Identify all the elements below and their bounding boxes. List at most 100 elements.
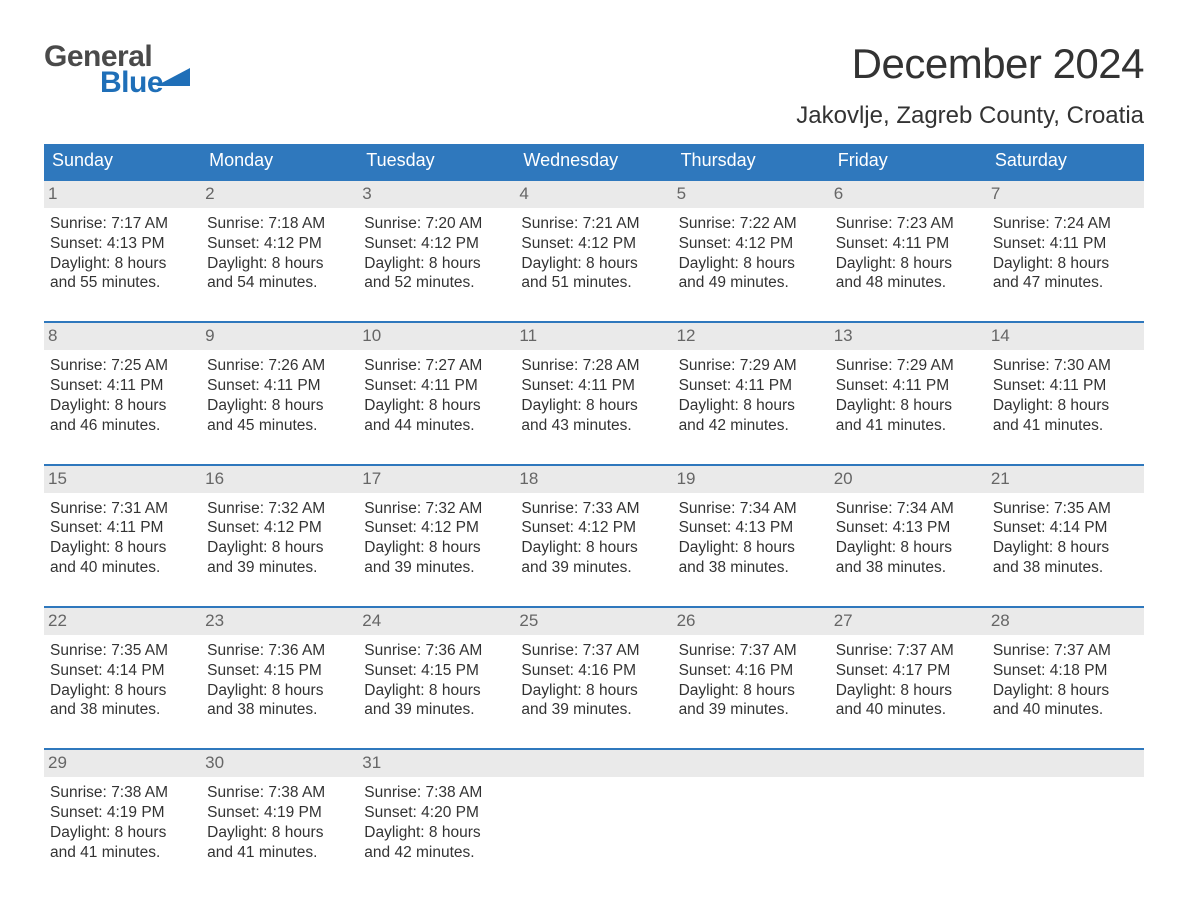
- day-cell: 22Sunrise: 7:35 AMSunset: 4:14 PMDayligh…: [44, 608, 201, 734]
- sunrise-label: Sunrise:: [836, 215, 893, 232]
- sunrise-line: Sunrise: 7:28 AM: [521, 356, 666, 376]
- sunrise-line: Sunrise: 7:17 AM: [50, 214, 195, 234]
- daylight-label: Daylight:: [207, 539, 267, 556]
- sunset-label: Sunset:: [207, 519, 260, 536]
- sunrise-label: Sunrise:: [207, 215, 264, 232]
- daylight-label: Daylight:: [836, 682, 896, 699]
- daylight-line: Daylight: 8 hours and 45 minutes.: [207, 396, 352, 436]
- dow-cell: Sunday: [44, 144, 201, 179]
- sunrise-line: Sunrise: 7:34 AM: [679, 499, 824, 519]
- sunrise-line: Sunrise: 7:29 AM: [679, 356, 824, 376]
- dow-cell: Friday: [830, 144, 987, 179]
- sunset-line: Sunset: 4:11 PM: [679, 376, 824, 396]
- sunrise-label: Sunrise:: [521, 500, 578, 517]
- sunrise-value: 7:35 AM: [1054, 500, 1111, 517]
- sunrise-line: Sunrise: 7:32 AM: [364, 499, 509, 519]
- sunrise-label: Sunrise:: [679, 642, 736, 659]
- sunset-value: 4:12 PM: [578, 519, 636, 536]
- daylight-line: Daylight: 8 hours and 44 minutes.: [364, 396, 509, 436]
- sunset-value: 4:11 PM: [1050, 377, 1107, 394]
- day-cell: 8Sunrise: 7:25 AMSunset: 4:11 PMDaylight…: [44, 323, 201, 449]
- day-cell: 31Sunrise: 7:38 AMSunset: 4:20 PMDayligh…: [358, 750, 515, 876]
- sunset-label: Sunset:: [521, 662, 574, 679]
- sunrise-line: Sunrise: 7:30 AM: [993, 356, 1138, 376]
- daylight-label: Daylight:: [207, 255, 267, 272]
- daylight-label: Daylight:: [521, 539, 581, 556]
- sunrise-label: Sunrise:: [993, 215, 1050, 232]
- sunrise-value: 7:38 AM: [111, 784, 168, 801]
- daylight-line: Daylight: 8 hours and 49 minutes.: [679, 254, 824, 294]
- sunset-value: 4:12 PM: [421, 519, 479, 536]
- sunset-label: Sunset:: [364, 662, 417, 679]
- header: General Blue December 2024 Jakovlje, Zag…: [44, 40, 1144, 130]
- daylight-line: Daylight: 8 hours and 42 minutes.: [364, 823, 509, 863]
- daylight-line: Daylight: 8 hours and 38 minutes.: [207, 681, 352, 721]
- sunrise-line: Sunrise: 7:37 AM: [836, 641, 981, 661]
- day-cell: 3Sunrise: 7:20 AMSunset: 4:12 PMDaylight…: [358, 181, 515, 307]
- sunrise-label: Sunrise:: [679, 500, 736, 517]
- sunrise-value: 7:24 AM: [1054, 215, 1111, 232]
- sunset-label: Sunset:: [993, 377, 1046, 394]
- day-of-week-header: SundayMondayTuesdayWednesdayThursdayFrid…: [44, 144, 1144, 179]
- sunset-line: Sunset: 4:15 PM: [364, 661, 509, 681]
- daylight-label: Daylight:: [364, 824, 424, 841]
- sunset-value: 4:15 PM: [421, 662, 479, 679]
- day-number: 26: [673, 608, 830, 635]
- sunrise-line: Sunrise: 7:29 AM: [836, 356, 981, 376]
- day-body: Sunrise: 7:32 AMSunset: 4:12 PMDaylight:…: [207, 499, 352, 578]
- daylight-label: Daylight:: [364, 397, 424, 414]
- sunset-label: Sunset:: [50, 662, 103, 679]
- sunrise-line: Sunrise: 7:37 AM: [993, 641, 1138, 661]
- sunset-value: 4:13 PM: [735, 519, 793, 536]
- daylight-label: Daylight:: [993, 682, 1053, 699]
- sunset-label: Sunset:: [679, 662, 732, 679]
- day-number: 23: [201, 608, 358, 635]
- day-body: Sunrise: 7:34 AMSunset: 4:13 PMDaylight:…: [836, 499, 981, 578]
- weeks-container: 1Sunrise: 7:17 AMSunset: 4:13 PMDaylight…: [44, 179, 1144, 877]
- day-number: 14: [987, 323, 1144, 350]
- sunrise-value: 7:25 AM: [111, 357, 168, 374]
- sunset-label: Sunset:: [50, 804, 103, 821]
- sunset-line: Sunset: 4:12 PM: [679, 234, 824, 254]
- daylight-line: Daylight: 8 hours and 41 minutes.: [207, 823, 352, 863]
- sunrise-value: 7:23 AM: [897, 215, 954, 232]
- daylight-line: Daylight: 8 hours and 38 minutes.: [836, 538, 981, 578]
- day-body: Sunrise: 7:36 AMSunset: 4:15 PMDaylight:…: [207, 641, 352, 720]
- sunset-line: Sunset: 4:16 PM: [521, 661, 666, 681]
- day-cell: 28Sunrise: 7:37 AMSunset: 4:18 PMDayligh…: [987, 608, 1144, 734]
- daylight-label: Daylight:: [679, 255, 739, 272]
- sunrise-label: Sunrise:: [207, 784, 264, 801]
- sunset-value: 4:11 PM: [1050, 235, 1107, 252]
- day-body: Sunrise: 7:25 AMSunset: 4:11 PMDaylight:…: [50, 356, 195, 435]
- day-cell: 2Sunrise: 7:18 AMSunset: 4:12 PMDaylight…: [201, 181, 358, 307]
- sunrise-value: 7:37 AM: [1054, 642, 1111, 659]
- daylight-label: Daylight:: [50, 255, 110, 272]
- day-body: Sunrise: 7:38 AMSunset: 4:20 PMDaylight:…: [364, 783, 509, 862]
- daylight-label: Daylight:: [521, 397, 581, 414]
- daylight-line: Daylight: 8 hours and 39 minutes.: [521, 681, 666, 721]
- daylight-label: Daylight:: [50, 397, 110, 414]
- day-cell: 5Sunrise: 7:22 AMSunset: 4:12 PMDaylight…: [673, 181, 830, 307]
- sunrise-line: Sunrise: 7:38 AM: [207, 783, 352, 803]
- day-cell: [987, 750, 1144, 876]
- daylight-label: Daylight:: [521, 682, 581, 699]
- sunset-value: 4:12 PM: [264, 235, 322, 252]
- day-cell: 7Sunrise: 7:24 AMSunset: 4:11 PMDaylight…: [987, 181, 1144, 307]
- day-number: 7: [987, 181, 1144, 208]
- daylight-line: Daylight: 8 hours and 52 minutes.: [364, 254, 509, 294]
- sunset-label: Sunset:: [836, 377, 889, 394]
- sunset-line: Sunset: 4:11 PM: [50, 518, 195, 538]
- day-number: 27: [830, 608, 987, 635]
- sunset-label: Sunset:: [50, 519, 103, 536]
- sunrise-label: Sunrise:: [364, 500, 421, 517]
- daylight-line: Daylight: 8 hours and 40 minutes.: [50, 538, 195, 578]
- sunset-line: Sunset: 4:18 PM: [993, 661, 1138, 681]
- sunrise-value: 7:32 AM: [425, 500, 482, 517]
- day-number: 3: [358, 181, 515, 208]
- sunset-line: Sunset: 4:11 PM: [993, 376, 1138, 396]
- day-body: Sunrise: 7:38 AMSunset: 4:19 PMDaylight:…: [207, 783, 352, 862]
- sunset-line: Sunset: 4:11 PM: [50, 376, 195, 396]
- sunrise-value: 7:33 AM: [583, 500, 640, 517]
- sunset-label: Sunset:: [521, 235, 574, 252]
- sunrise-label: Sunrise:: [993, 500, 1050, 517]
